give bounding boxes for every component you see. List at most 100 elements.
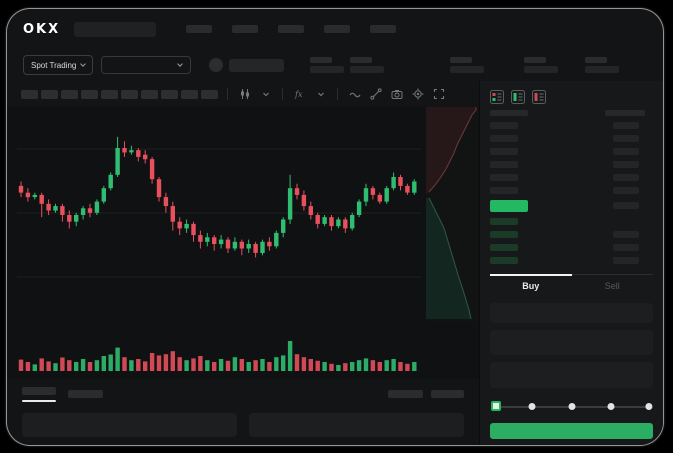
chevron-down-icon[interactable]	[314, 88, 327, 101]
bid-amount-cell	[613, 231, 639, 239]
slider-handle-25[interactable]	[528, 402, 536, 410]
timeframe-button-placeholder[interactable]	[121, 89, 138, 99]
ticker-stat	[524, 57, 559, 73]
slider-handle-0[interactable]	[491, 400, 501, 411]
ask-amount-cell	[613, 173, 639, 181]
fullscreen-icon[interactable]	[432, 88, 445, 101]
nav-item-placeholder[interactable]	[186, 25, 213, 33]
ask-price-cell	[490, 134, 518, 142]
orderbook-combined-icon[interactable]	[490, 89, 504, 104]
settings-gear-icon[interactable]	[411, 88, 424, 101]
slider-handle-50[interactable]	[568, 402, 575, 410]
price-volume-plot[interactable]	[17, 109, 421, 375]
timeframe-button-placeholder[interactable]	[141, 89, 158, 99]
toolbar-divider	[282, 88, 283, 100]
orderbook-ask-row[interactable]	[490, 160, 653, 168]
nav-item-placeholder[interactable]	[278, 25, 305, 33]
buy-submit-button[interactable]	[490, 423, 653, 440]
orders-action[interactable]	[431, 390, 464, 398]
active-tab-underline	[22, 399, 56, 402]
toolbar-divider	[337, 88, 338, 100]
orderbook-bid-row[interactable]	[490, 257, 653, 265]
chart-interval-icon[interactable]	[238, 88, 251, 101]
ask-amount-cell	[613, 134, 639, 142]
tab-buy[interactable]: Buy	[522, 280, 540, 291]
orderbook-asks-icon[interactable]	[532, 89, 546, 104]
orderbook-bid-row[interactable]	[490, 244, 653, 252]
orderbook-bid-row[interactable]	[490, 218, 653, 226]
stat-value-placeholder	[310, 66, 345, 73]
bid-price-cell	[490, 218, 518, 226]
ask-amount-cell	[613, 147, 639, 155]
timeframe-button-placeholder[interactable]	[101, 89, 118, 99]
orderbook-ask-row[interactable]	[490, 147, 653, 155]
trade-side-tabs: Buy Sell	[490, 274, 653, 296]
ask-amount-cell	[613, 186, 639, 194]
search-input[interactable]	[74, 21, 157, 37]
total-field[interactable]	[490, 362, 653, 388]
orderbook-ask-row[interactable]	[490, 121, 653, 129]
nav-item-placeholder[interactable]	[232, 25, 259, 33]
depth-chart[interactable]	[426, 107, 478, 321]
stat-label-placeholder	[524, 57, 547, 63]
trading-pair-dropdown[interactable]	[101, 56, 192, 74]
bid-price-cell	[490, 244, 518, 252]
orders-action[interactable]	[388, 390, 423, 398]
orderbook-bid-row[interactable]	[490, 231, 653, 239]
trendline-tool-icon[interactable]	[369, 88, 382, 101]
orderbook-ask-row[interactable]	[490, 173, 653, 181]
stat-value-placeholder	[450, 66, 485, 73]
tab-label-placeholder	[22, 386, 56, 395]
bid-amount-cell	[613, 257, 639, 265]
camera-icon[interactable]	[390, 88, 403, 101]
nav-item-placeholder[interactable]	[324, 25, 351, 33]
amount-slider[interactable]	[491, 400, 653, 413]
amount-field[interactable]	[490, 329, 653, 356]
orderbook-trade-panel: Buy Sell	[479, 81, 663, 445]
orderbook-bids-icon[interactable]	[511, 89, 525, 104]
timeframe-button-placeholder[interactable]	[41, 89, 58, 99]
slider-handle-75[interactable]	[607, 402, 615, 410]
bid-amount-cell	[613, 244, 639, 252]
market-type-label: Spot Trading	[31, 60, 77, 70]
price-field[interactable]	[490, 302, 653, 323]
last-price-row[interactable]	[490, 199, 653, 213]
stat-label-placeholder	[310, 57, 333, 63]
amount-cell	[613, 202, 639, 210]
chevron-down-icon[interactable]	[259, 88, 272, 101]
candlestick-chart[interactable]	[7, 107, 479, 379]
tab-sell[interactable]: Sell	[604, 280, 620, 291]
orderbook-asks	[490, 116, 653, 194]
orders-table-area	[7, 409, 479, 437]
orders-toolbar-right	[388, 390, 464, 398]
timeframe-button-placeholder[interactable]	[161, 89, 178, 99]
pair-name-placeholder	[229, 58, 285, 72]
chart-toolbar: fx	[7, 81, 479, 107]
ticker-stat	[310, 57, 345, 73]
ticker-stat	[350, 57, 385, 73]
ask-price-cell	[490, 186, 518, 194]
ask-price-cell	[490, 173, 518, 181]
orders-tab[interactable]	[68, 390, 103, 398]
orderbook-ask-row[interactable]	[490, 134, 653, 142]
ask-price-cell	[490, 160, 518, 168]
timeframe-button-placeholder[interactable]	[201, 89, 218, 99]
timeframe-button-placeholder[interactable]	[61, 89, 78, 99]
timeframe-button-placeholder[interactable]	[21, 89, 38, 99]
toolbar-divider	[227, 88, 228, 100]
indicator-icon[interactable]: fx	[293, 88, 306, 101]
stat-value-placeholder	[350, 66, 385, 73]
app-window: OKX Spot Trading fx	[6, 8, 664, 446]
timeframe-button-placeholder[interactable]	[181, 89, 198, 99]
ask-price-cell	[490, 147, 518, 155]
timeframe-button-placeholder[interactable]	[81, 89, 98, 99]
stat-label-placeholder	[450, 57, 473, 63]
orderbook-ask-row[interactable]	[490, 186, 653, 194]
compare-wave-icon[interactable]	[348, 88, 361, 101]
nav-item-placeholder[interactable]	[370, 25, 397, 33]
orders-tab-active[interactable]	[22, 386, 56, 402]
market-type-selector[interactable]: Spot Trading	[23, 55, 94, 75]
stat-label-placeholder	[350, 57, 373, 63]
coin-icon	[209, 58, 224, 72]
slider-handle-100[interactable]	[645, 402, 653, 410]
